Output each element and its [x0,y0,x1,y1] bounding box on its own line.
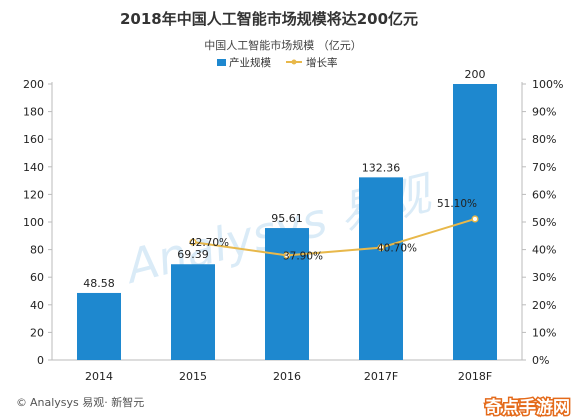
growth-label: 40.70% [377,243,417,255]
bar [77,292,121,360]
y-tick-label: 80 [30,244,44,257]
y-tick-label: 40 [30,299,44,312]
bar-value-label: 48.58 [83,277,115,290]
x-tick-label: 2014 [85,370,113,383]
growth-label: 37.90% [283,250,323,262]
legend-bar-swatch [217,59,226,66]
x-axis-ticks: 2014 2015 2016 2017F 2018F [85,370,492,383]
y2-tick-label: 100% [532,78,563,91]
y2-tick-label: 20% [532,299,556,312]
bar-series [77,84,497,360]
x-tick-label: 2015 [179,370,207,383]
growth-point [377,244,385,252]
growth-point [471,215,479,223]
legend-bar-label: 产业规模 [229,56,271,69]
y2-tick-label: 90% [532,106,556,119]
y2-tick-label: 50% [532,216,556,229]
bar-value-label: 132.36 [362,161,401,174]
y-tick-label: 120 [23,188,44,201]
bar-value-label: 95.61 [271,212,303,225]
y-tick-label: 180 [23,106,44,119]
growth-line-series: 42.70% 37.90% 40.70% 51.10% [189,198,479,262]
y-tick-label: 160 [23,133,44,146]
y-tick-label: 20 [30,326,44,339]
legend-line-label: 增长率 [306,56,338,69]
x-tick-label: 2017F [364,370,398,383]
legend: 产业规模 增长率 [217,56,338,69]
corner-logo: 奇点手游网 [484,396,572,419]
growth-point [189,238,197,246]
growth-line [192,218,476,257]
bar [265,228,309,360]
bar-value-labels: 48.58 69.39 95.61 132.36 200 [83,68,485,290]
legend-line-marker [291,59,297,65]
y2-tick-label: 60% [532,188,556,201]
y2-tick-label: 40% [532,244,556,257]
y2-tick-label: 70% [532,161,556,174]
x-tick-label: 2016 [273,370,301,383]
growth-label: 42.70% [189,237,229,249]
y-tick-label: 140 [23,161,44,174]
x-tick-label: 2018F [458,370,492,383]
y-axis-ticks: 0 20 40 60 80 100 120 140 160 180 200 [23,78,52,367]
y2-tick-label: 80% [532,133,556,146]
bar-value-label: 69.39 [177,248,209,261]
y2-axis-ticks: 0% 10% 20% 30% 40% 50% 60% 70% 80% 90% 100% [522,78,563,367]
corner-logo-text: 奇点手游网 [485,397,570,418]
y-tick-label: 0 [37,354,44,367]
bar [359,177,403,360]
y2-tick-label: 30% [532,271,556,284]
growth-point [283,251,291,259]
source-text: Analysys 易观· 新智元 [30,396,145,409]
bar-value-label: 200 [465,68,486,81]
y-tick-label: 200 [23,78,44,91]
source-footer: © Analysys 易观· 新智元 [16,394,144,410]
y2-tick-label: 0% [532,354,549,367]
copyright-symbol: © [16,396,27,409]
chart-title: 2018年中国人工智能市场规模将达200亿元 [120,10,418,28]
chart-subtitle: 中国人工智能市场规模 （亿元） [204,38,362,52]
bar [171,264,215,360]
growth-label: 51.10% [437,198,477,210]
y2-tick-label: 10% [532,326,556,339]
y-tick-label: 60 [30,271,44,284]
y-tick-label: 100 [23,216,44,229]
